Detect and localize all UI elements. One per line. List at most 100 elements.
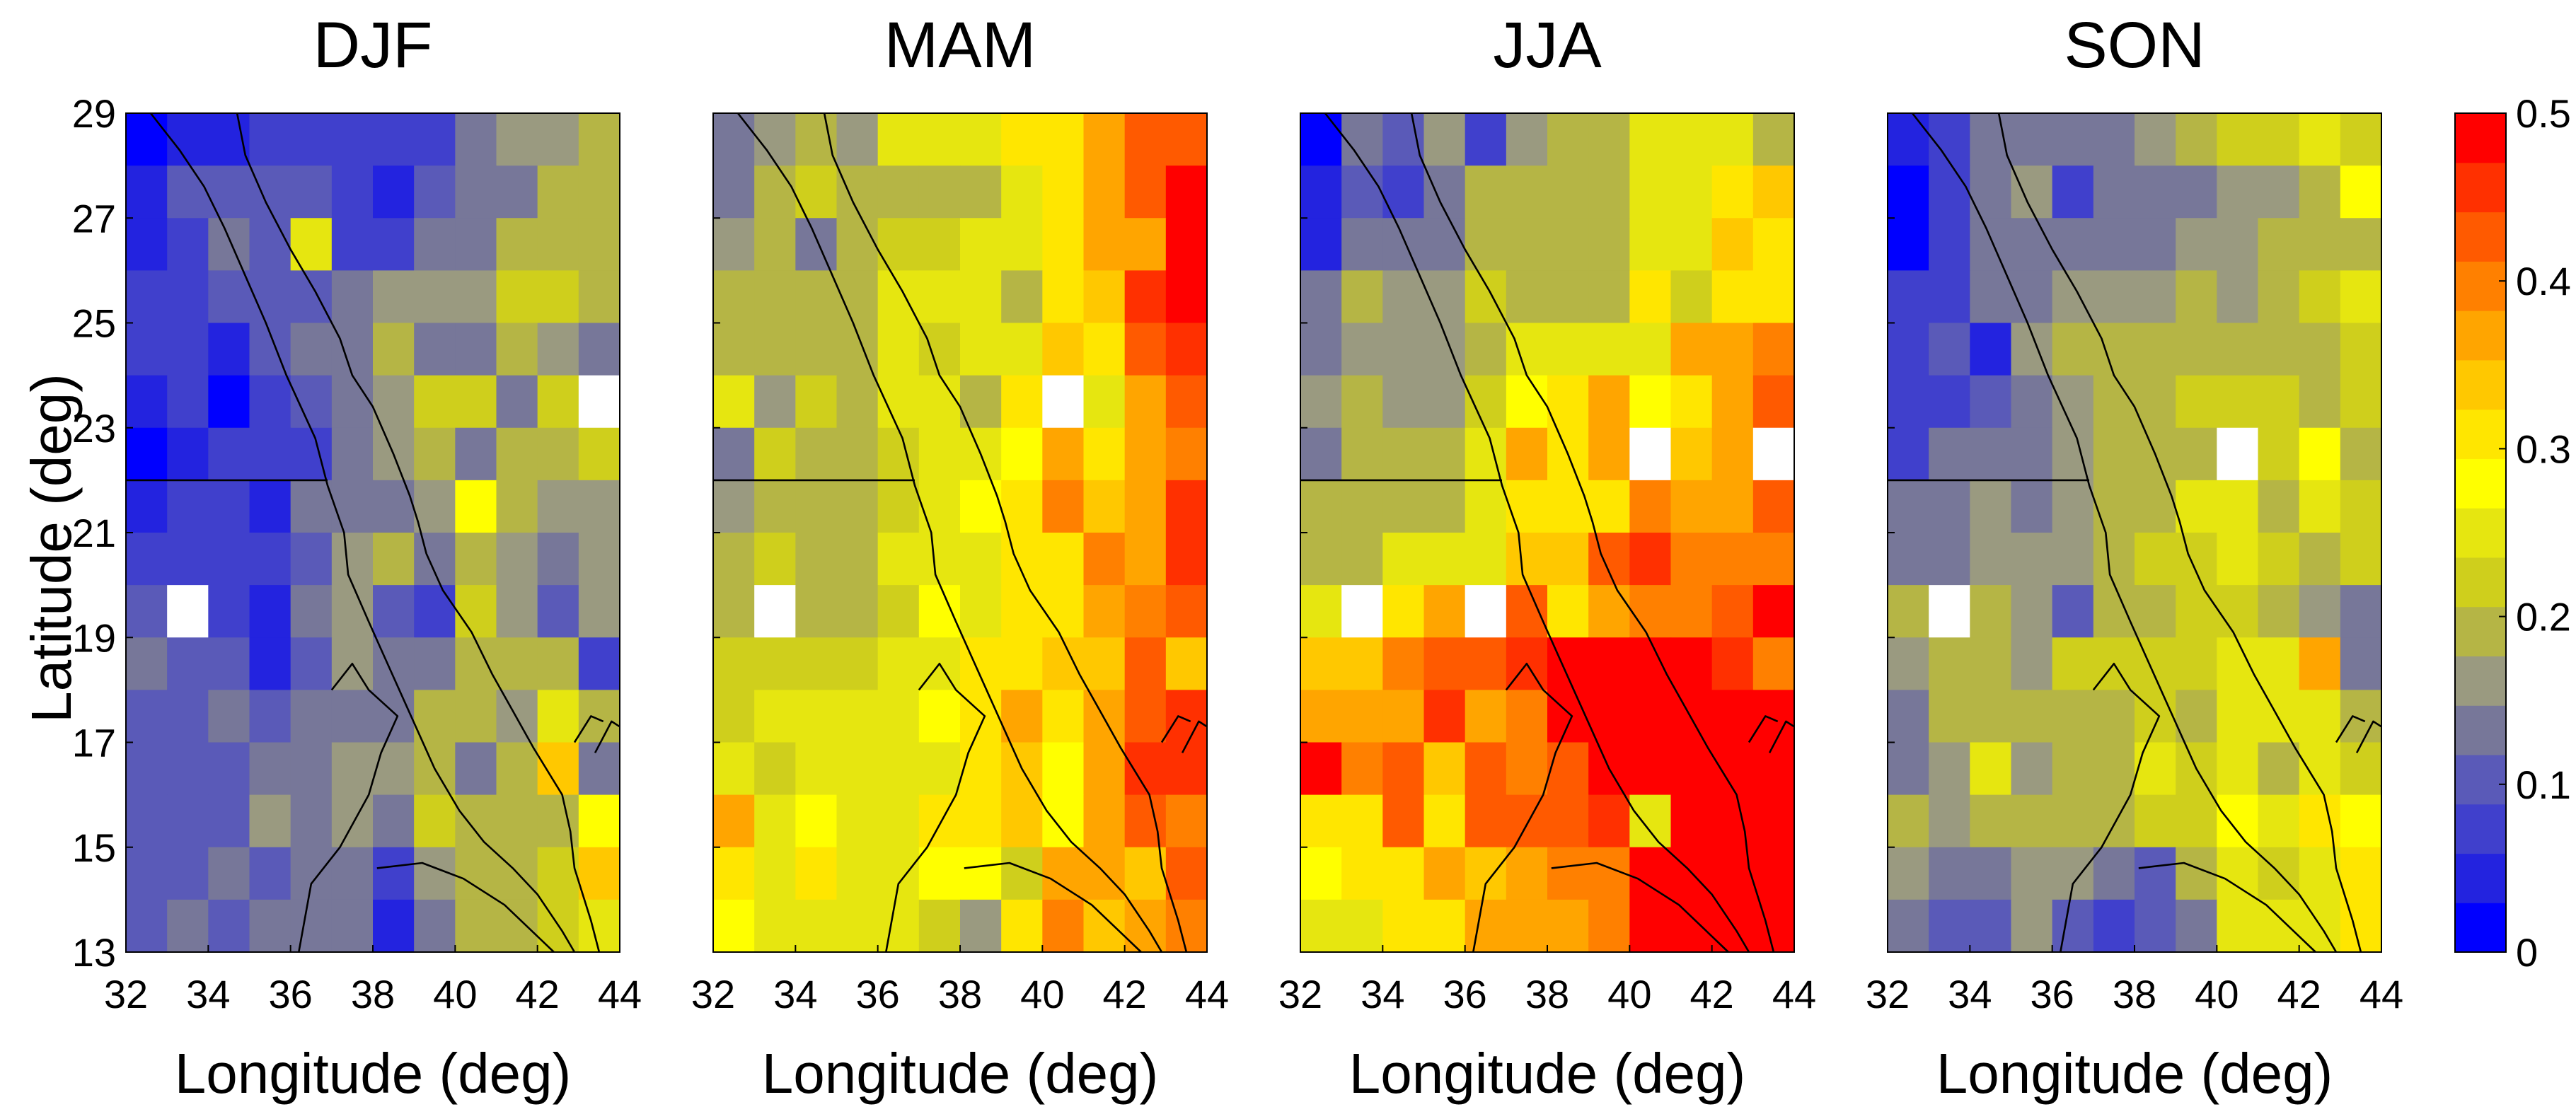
heatmap-cell: [373, 323, 415, 376]
heatmap-cell: [1629, 742, 1672, 796]
heatmap-cell: [918, 427, 961, 481]
heatmap-cell: [331, 899, 374, 953]
heatmap-cell: [1382, 166, 1425, 219]
colorbar-tick-label: 0.5: [2516, 91, 2571, 136]
colorbar-segment: [2455, 113, 2506, 163]
heatmap-cell: [2093, 794, 2135, 848]
heatmap-cell: [877, 742, 920, 796]
y-ticks-djf: 13 15 17 19 21 23 25 27 29: [72, 91, 133, 975]
x-tick-label: 42: [2277, 972, 2321, 1016]
heatmap-cell: [2217, 742, 2259, 796]
heatmap-cell: [2258, 270, 2300, 324]
heatmap-cell: [2217, 480, 2259, 533]
heatmap-cell: [1042, 375, 1085, 429]
heatmap-cell: [1465, 270, 1507, 324]
heatmap-cell: [1341, 427, 1383, 481]
heatmap-cell: [1752, 533, 1795, 586]
heatmap-cell: [208, 480, 250, 533]
heatmap-cell: [713, 533, 755, 586]
heatmap-cell: [455, 166, 497, 219]
heatmap-cell: [1465, 847, 1507, 900]
heatmap-cell: [2299, 427, 2341, 481]
heatmap-cell: [960, 742, 1002, 796]
heatmap-cell: [1506, 585, 1548, 638]
heatmap-cell: [2299, 637, 2341, 690]
heatmap-cell: [713, 637, 755, 690]
heatmap-cell: [754, 690, 796, 743]
heatmap-cell: [713, 794, 755, 848]
heatmap-cell: [2258, 113, 2300, 166]
coastline: [1324, 112, 1750, 953]
heatmap-cell: [2340, 480, 2382, 533]
heatmap-cell: [836, 218, 879, 271]
heatmap-cell: [126, 690, 168, 743]
heatmap-cell: [331, 585, 374, 638]
heatmap-cell: [918, 585, 961, 638]
heatmap-cell: [1042, 794, 1085, 848]
heatmap-cell: [2135, 218, 2176, 271]
heatmap-cell: [126, 847, 168, 900]
heatmap-cell: [1300, 323, 1342, 376]
heatmap-cell: [713, 847, 755, 900]
coastline: [1472, 663, 1573, 953]
heatmap-cell: [2052, 847, 2094, 900]
heatmap-cell: [1752, 742, 1795, 796]
x-tick-label: 32: [691, 972, 735, 1016]
heatmap-cell: [537, 585, 579, 638]
heatmap-cell: [1888, 533, 1929, 586]
heatmap-cell: [795, 427, 838, 481]
heatmap-cell: [2176, 480, 2217, 533]
heatmap-cell: [414, 270, 456, 324]
heatmap-cell: [1124, 742, 1167, 796]
heatmap-cell: [1001, 899, 1043, 953]
heatmap-cell: [1341, 585, 1383, 638]
heatmap-cell: [578, 480, 620, 533]
heatmap-cell: [2299, 480, 2341, 533]
heatmap-cell: [1001, 323, 1043, 376]
heatmap-cell: [1001, 637, 1043, 690]
heatmap-cell: [331, 847, 374, 900]
heatmap-cell: [754, 585, 796, 638]
heatmap-cell: [713, 690, 755, 743]
heatmap-cell: [126, 480, 168, 533]
x-tick-label: 34: [1948, 972, 1992, 1016]
heatmap-cell: [1547, 375, 1589, 429]
heatmap-cell: [1506, 166, 1548, 219]
heatmap-cell: [1888, 690, 1929, 743]
x-tick-label: 36: [1443, 972, 1487, 1016]
heatmap-cell: [1083, 427, 1126, 481]
heatmap-cell: [1083, 637, 1126, 690]
heatmap-cell: [2011, 427, 2053, 481]
y-ticks-mam: [713, 112, 720, 953]
heatmap-cell: [836, 899, 879, 953]
heatmap-cell: [1670, 166, 1713, 219]
heatmap-cell: [836, 323, 879, 376]
heatmap-cell: [1711, 585, 1754, 638]
heatmap-cell: [877, 427, 920, 481]
heatmap-cell: [1341, 323, 1383, 376]
heatmap-cell: [2011, 113, 2053, 166]
heatmap-cell: [836, 742, 879, 796]
heatmap-cell: [167, 427, 209, 481]
heatmap-cell: [2011, 480, 2053, 533]
heatmap-cell: [960, 113, 1002, 166]
x-tick-label: 40: [433, 972, 477, 1016]
heatmap-cell: [1588, 690, 1630, 743]
coastline: [2138, 862, 2316, 953]
coastline: [1551, 862, 1729, 953]
panel-title-mam: MAM: [884, 9, 1036, 81]
heatmap-cell: [1300, 533, 1342, 586]
heatmap-cell: [1670, 533, 1713, 586]
heatmap-cell: [1711, 375, 1754, 429]
heatmap-cell: [496, 427, 538, 481]
heatmap-cell: [290, 899, 333, 953]
heatmap-cell: [2135, 375, 2176, 429]
x-axis-label-djf: Longitude (deg): [175, 1042, 571, 1105]
heatmap-cell: [1042, 270, 1085, 324]
heatmap-cell: [2052, 375, 2094, 429]
heatmap-cell: [1929, 585, 1970, 638]
y-axis-label: Latitude (deg): [20, 373, 83, 723]
heatmap-cell: [2093, 375, 2135, 429]
heatmap-cell: [290, 533, 333, 586]
heatmap-cell: [1465, 637, 1507, 690]
